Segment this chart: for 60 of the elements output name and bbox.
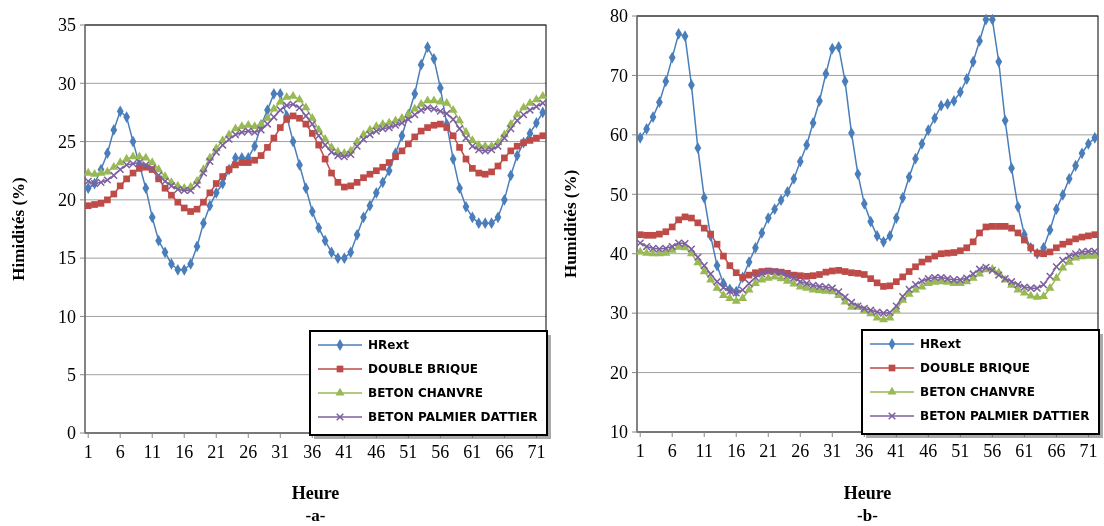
y-tick-label: 10 — [610, 422, 628, 443]
x-tick-label: 71 — [527, 442, 546, 462]
y-tick-label: 60 — [610, 125, 628, 146]
y-tick-label: 40 — [610, 244, 628, 265]
x-tick-label: 61 — [463, 442, 482, 462]
x-tick-label: 11 — [143, 442, 161, 462]
y-tick-label: 70 — [610, 65, 628, 86]
x-tick-label: 21 — [759, 441, 778, 461]
y-tick-label: 35 — [58, 15, 76, 36]
x-tick-label: 66 — [1047, 441, 1066, 461]
x-tick-label: 46 — [919, 441, 938, 461]
x-tick-label: 41 — [335, 442, 354, 462]
legend-label: DOUBLE BRIQUE — [920, 361, 1031, 376]
y-tick-label: 80 — [610, 6, 628, 27]
y-tick-label: 20 — [610, 362, 628, 383]
y-tick-label: 10 — [58, 306, 76, 327]
x-tick-label: 36 — [855, 441, 874, 461]
x-tick-label: 6 — [115, 442, 125, 462]
x-tick-label: 1 — [635, 441, 645, 461]
x-tick-label: 26 — [239, 442, 258, 462]
x-tick-label: 6 — [667, 441, 677, 461]
x-tick-label: 46 — [367, 442, 386, 462]
x-tick-label: 21 — [207, 442, 226, 462]
legend-label: HRext — [368, 338, 410, 353]
x-tick-label: 16 — [727, 441, 746, 461]
x-tick-label: 51 — [399, 442, 418, 462]
x-tick-label: 56 — [983, 441, 1002, 461]
y-tick-label: 25 — [58, 131, 76, 152]
x-tick-label: 16 — [175, 442, 194, 462]
x-tick-label: 31 — [271, 442, 290, 462]
y-tick-label: 5 — [67, 365, 76, 386]
x-tick-label: 66 — [495, 442, 514, 462]
x-tick-label: 11 — [695, 441, 713, 461]
y-tick-label: 20 — [58, 190, 76, 211]
legend-label: BETON PALMIER DATTIER — [920, 409, 1090, 424]
x-tick-label: 1 — [83, 442, 93, 462]
x-axis-title: Heure — [843, 483, 892, 503]
x-tick-label: 36 — [303, 442, 322, 462]
legend-label: BETON CHANVRE — [920, 385, 1035, 400]
y-tick-label: 15 — [58, 248, 76, 269]
y-tick-label: 0 — [67, 423, 76, 444]
text: -a- — [305, 506, 326, 525]
legend-label: DOUBLE BRIQUE — [368, 362, 479, 377]
x-tick-label: 61 — [1015, 441, 1034, 461]
y-axis-title: Humidités (%) — [561, 169, 580, 279]
x-tick-label: 41 — [887, 441, 906, 461]
x-tick-label: 71 — [1079, 441, 1098, 461]
x-axis-title: Heure — [291, 483, 340, 503]
text: -b- — [857, 506, 879, 525]
legend-label: BETON PALMIER DATTIER — [368, 410, 538, 425]
legend-label: HRext — [920, 337, 962, 352]
x-tick-label: 51 — [951, 441, 970, 461]
y-axis-title: Himidités (%) — [9, 177, 28, 281]
x-tick-label: 26 — [791, 441, 810, 461]
x-tick-label: 31 — [823, 441, 842, 461]
y-tick-label: 30 — [610, 303, 628, 324]
x-tick-label: 56 — [431, 442, 450, 462]
y-tick-label: 30 — [58, 73, 76, 94]
legend-label: BETON CHANVRE — [368, 386, 483, 401]
y-tick-label: 50 — [610, 184, 628, 205]
